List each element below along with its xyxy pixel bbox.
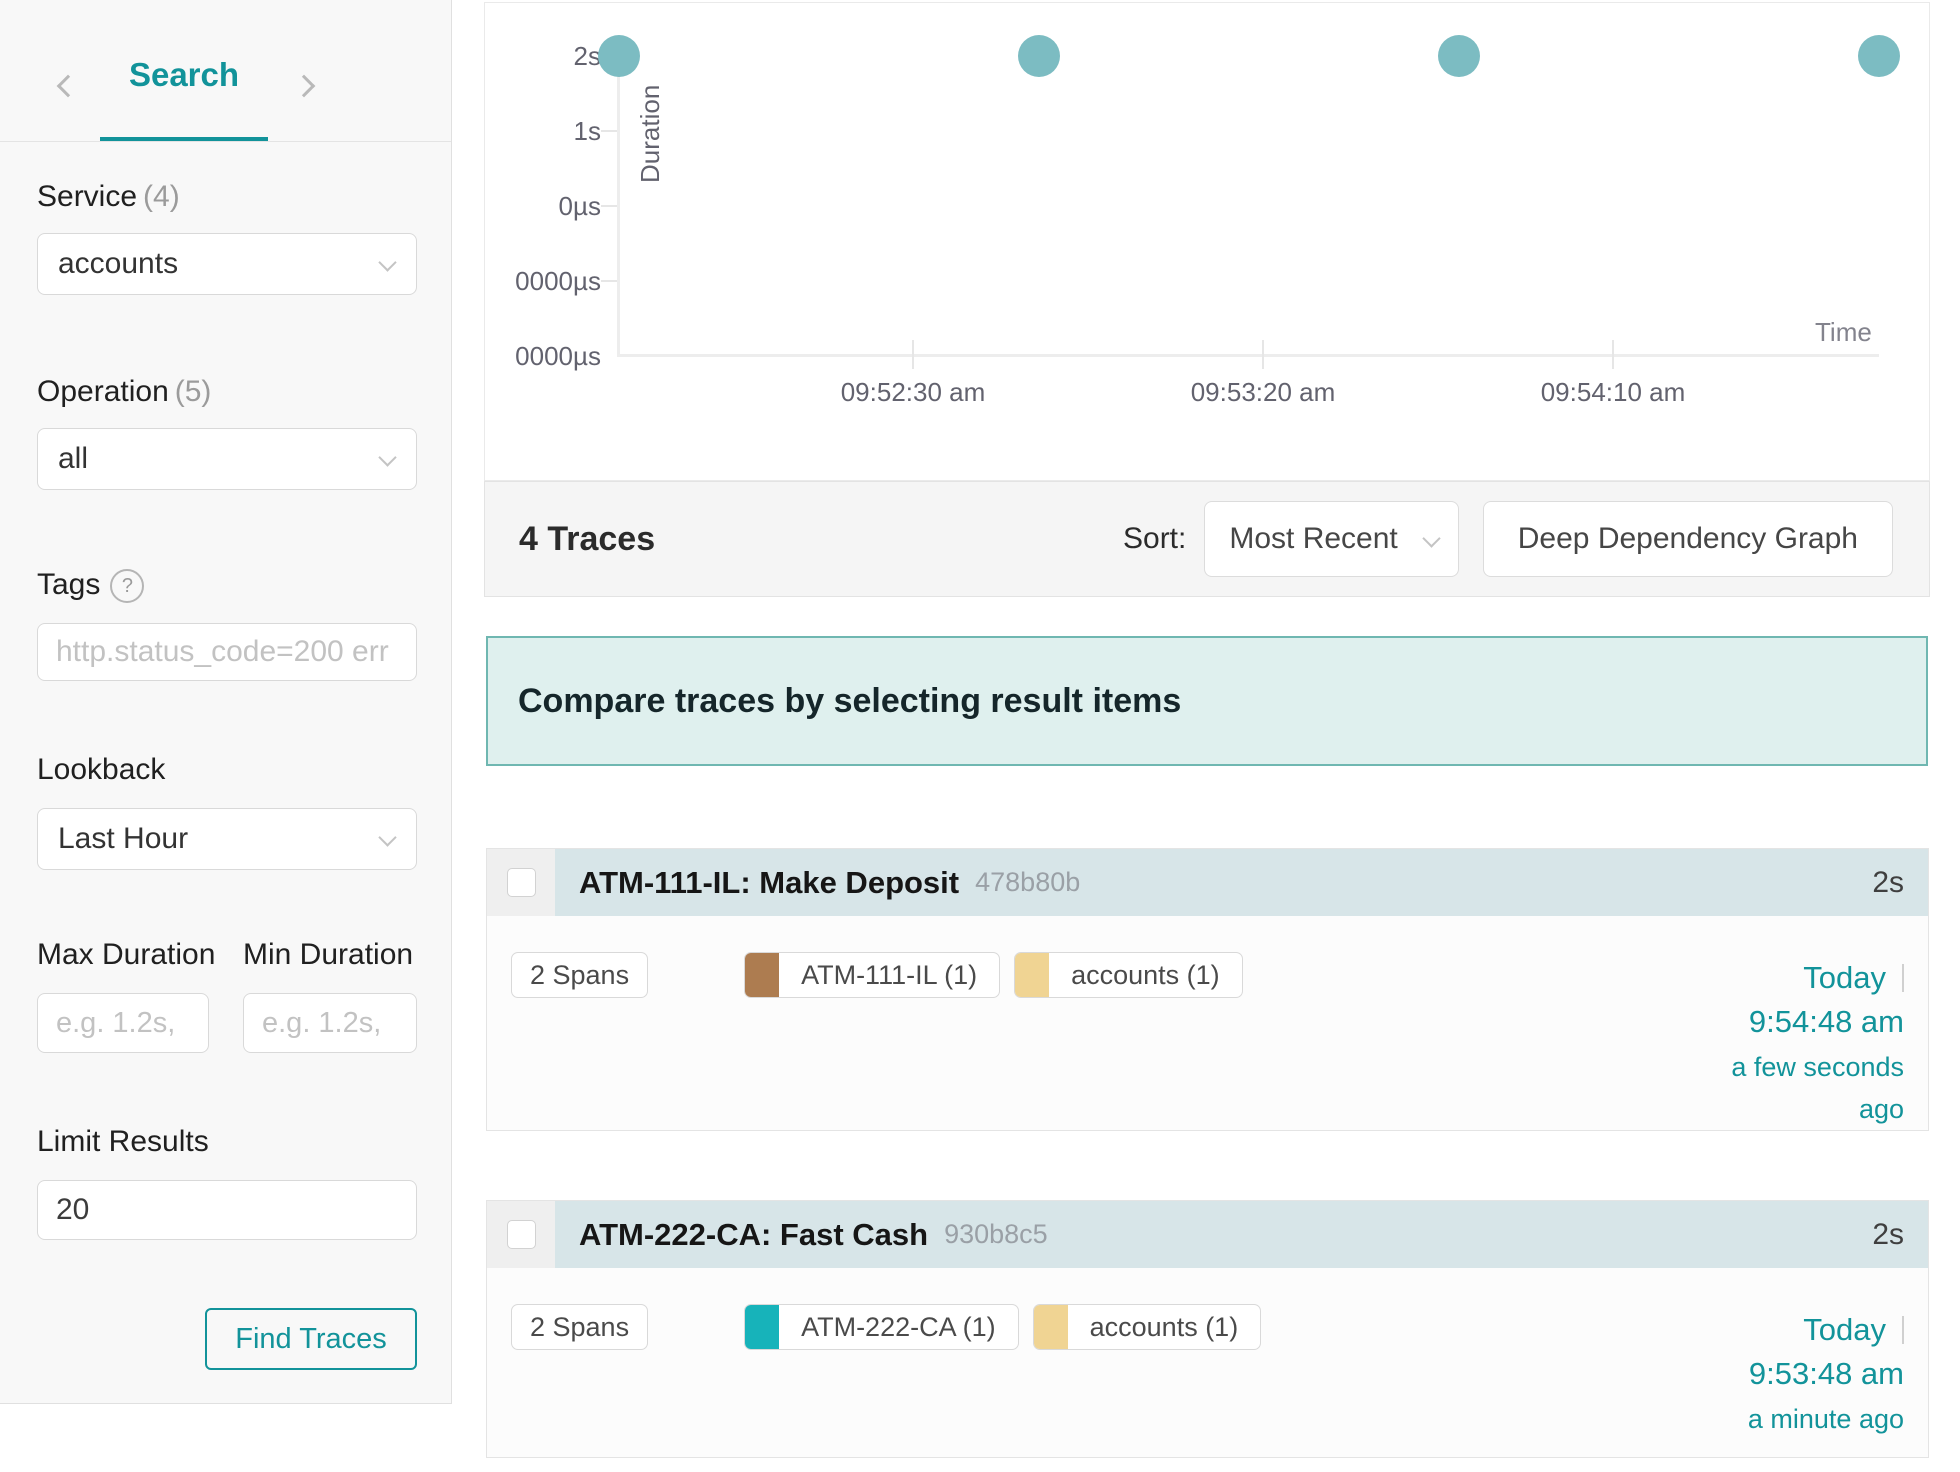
trace-timestamp: Today 9:54:48 am a few seconds ago bbox=[1694, 956, 1904, 1130]
y-tick-mark bbox=[601, 130, 617, 132]
trace-id: 930b8c5 bbox=[944, 1219, 1048, 1249]
sort-select[interactable]: Most Recent bbox=[1204, 501, 1459, 577]
scatter-point[interactable] bbox=[598, 35, 640, 77]
y-axis-line bbox=[617, 39, 620, 357]
trace-link[interactable]: ATM-222-CA: Fast Cash 930b8c5 2s bbox=[487, 1201, 1928, 1268]
trace-duration: 2s bbox=[1872, 1217, 1904, 1251]
trace-date: Today bbox=[1803, 960, 1886, 995]
compare-banner-message: Compare traces by selecting result items bbox=[518, 681, 1182, 720]
service-tag-chip: accounts (1) bbox=[1032, 1304, 1262, 1350]
span-count-chip: 2 Spans bbox=[511, 1304, 649, 1350]
checkbox-cell bbox=[487, 849, 555, 916]
span-count-chip: 2 Spans bbox=[511, 952, 649, 998]
y-tick-label: 0µs bbox=[558, 191, 601, 221]
trace-relative-time: a few seconds ago bbox=[1731, 1052, 1904, 1124]
service-color-swatch bbox=[745, 953, 780, 997]
x-tick-mark bbox=[1612, 340, 1614, 369]
chevron-right-icon[interactable] bbox=[292, 74, 316, 99]
x-axis-line bbox=[617, 354, 1879, 357]
tags-input[interactable] bbox=[37, 623, 417, 681]
operation-count: (5) bbox=[174, 375, 212, 408]
service-tag-chip: ATM-222-CA (1) bbox=[744, 1304, 1019, 1350]
lookback-label: Lookback bbox=[37, 753, 166, 786]
find-traces-button[interactable]: Find Traces bbox=[205, 1308, 417, 1370]
service-color-swatch bbox=[745, 1305, 780, 1349]
divider bbox=[1902, 1316, 1904, 1344]
trace-title: ATM-222-CA: Fast Cash bbox=[579, 1216, 929, 1252]
sort-label: Sort: bbox=[1123, 522, 1187, 555]
scatter-point[interactable] bbox=[1438, 35, 1480, 77]
service-label: Service (4) bbox=[37, 180, 180, 213]
limit-results-input[interactable] bbox=[37, 1180, 417, 1240]
divider bbox=[0, 141, 451, 142]
trace-id: 478b80b bbox=[975, 867, 1081, 897]
service-tag-chip: ATM-111-IL (1) bbox=[744, 952, 1001, 998]
trace-select-checkbox[interactable] bbox=[506, 1220, 536, 1249]
y-tick-label: 0000µs bbox=[515, 341, 601, 371]
lookback-select[interactable]: Last Hour bbox=[37, 808, 417, 870]
min-duration-input[interactable] bbox=[243, 993, 417, 1053]
results-header-bar: 4 Traces Sort: Most Recent Deep Dependen… bbox=[484, 481, 1930, 597]
x-tick-mark bbox=[912, 340, 914, 369]
x-axis-title: Time bbox=[1815, 317, 1872, 347]
trace-card-body: 2 Spans ATM-111-IL (1) accounts (1) Toda… bbox=[487, 916, 1928, 1130]
trace-count: 4 Traces bbox=[519, 519, 656, 558]
duration-scatter-chart: 2s 1s 0µs 0000µs 0000µs Duration Time 09… bbox=[484, 2, 1930, 481]
trace-result-card: ATM-222-CA: Fast Cash 930b8c5 2s 2 Spans… bbox=[486, 1200, 1929, 1458]
x-tick-label: 09:54:10 am bbox=[1540, 377, 1686, 407]
trace-result-card: ATM-111-IL: Make Deposit 478b80b 2s 2 Sp… bbox=[486, 848, 1929, 1131]
compare-banner: Compare traces by selecting result items bbox=[486, 636, 1928, 766]
trace-link[interactable]: ATM-111-IL: Make Deposit 478b80b 2s bbox=[487, 849, 1928, 916]
trace-header[interactable]: ATM-222-CA: Fast Cash 930b8c5 2s bbox=[555, 1201, 1928, 1268]
y-tick-mark bbox=[601, 280, 617, 282]
trace-date: Today bbox=[1803, 1312, 1886, 1347]
max-duration-label: Max Duration bbox=[37, 938, 216, 971]
y-axis-title: Duration bbox=[635, 84, 665, 183]
x-tick-mark bbox=[1262, 340, 1264, 369]
trace-card-body: 2 Spans ATM-222-CA (1) accounts (1) Toda… bbox=[487, 1268, 1928, 1457]
min-duration-label: Min Duration bbox=[243, 938, 414, 971]
service-color-swatch bbox=[1015, 953, 1050, 997]
trace-time: 9:53:48 am bbox=[1748, 1356, 1904, 1391]
trace-relative-time: a minute ago bbox=[1747, 1404, 1904, 1434]
chevron-down-icon bbox=[378, 253, 397, 272]
trace-time: 9:54:48 am bbox=[1748, 1004, 1904, 1039]
operation-label: Operation (5) bbox=[37, 375, 212, 408]
service-count: (4) bbox=[143, 180, 180, 213]
divider bbox=[1902, 964, 1904, 992]
scatter-point[interactable] bbox=[1018, 35, 1060, 77]
x-tick-label: 09:52:30 am bbox=[840, 377, 986, 407]
search-sidebar: Search Service (4) accounts Operation (5) … bbox=[0, 0, 452, 1404]
help-icon[interactable]: ? bbox=[110, 569, 145, 603]
max-duration-input[interactable] bbox=[37, 993, 209, 1053]
tags-label: Tags? bbox=[37, 568, 145, 603]
chevron-down-icon bbox=[1422, 529, 1441, 548]
service-color-swatch bbox=[1033, 1305, 1068, 1349]
tab-search[interactable]: Search bbox=[128, 56, 240, 93]
trace-header[interactable]: ATM-111-IL: Make Deposit 478b80b 2s bbox=[555, 849, 1928, 916]
tab-active-underline bbox=[100, 137, 268, 142]
y-tick-label: 0000µs bbox=[515, 266, 601, 296]
scatter-point[interactable] bbox=[1858, 35, 1900, 77]
deep-dependency-graph-button[interactable]: Deep Dependency Graph bbox=[1482, 501, 1893, 577]
chevron-down-icon bbox=[378, 828, 397, 847]
trace-title: ATM-111-IL: Make Deposit bbox=[579, 864, 960, 900]
service-tag-chip: accounts (1) bbox=[1014, 952, 1243, 998]
trace-select-checkbox[interactable] bbox=[506, 868, 536, 897]
limit-results-label: Limit Results bbox=[37, 1125, 209, 1158]
y-tick-label: 2s bbox=[573, 41, 601, 71]
operation-select[interactable]: all bbox=[37, 428, 417, 490]
service-select[interactable]: accounts bbox=[37, 233, 417, 295]
chevron-left-icon[interactable] bbox=[56, 74, 80, 99]
y-tick-mark bbox=[601, 205, 617, 207]
trace-duration: 2s bbox=[1872, 865, 1904, 899]
y-tick-label: 1s bbox=[573, 116, 601, 146]
x-tick-label: 09:53:20 am bbox=[1190, 377, 1336, 407]
checkbox-cell bbox=[487, 1201, 555, 1268]
trace-timestamp: Today 9:53:48 am a minute ago bbox=[1694, 1308, 1904, 1440]
chevron-down-icon bbox=[378, 448, 397, 467]
